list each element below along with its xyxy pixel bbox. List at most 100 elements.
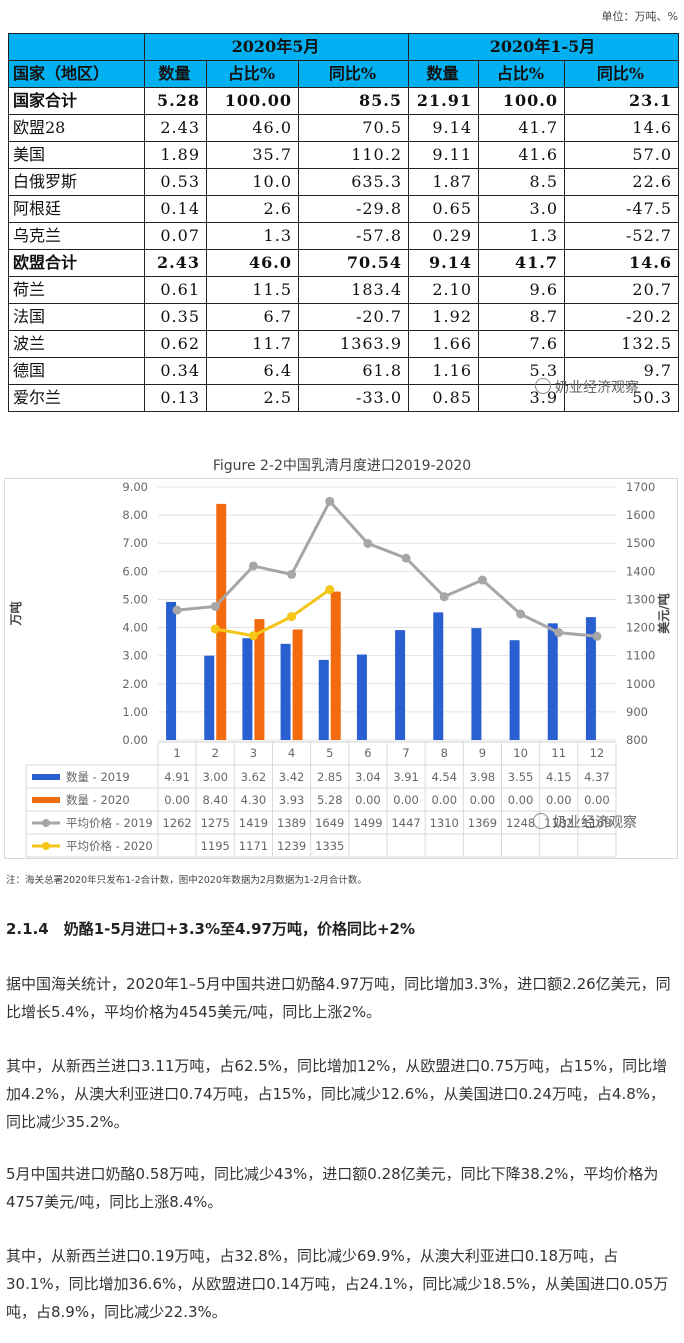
price-point bbox=[210, 601, 220, 611]
bar-2020 bbox=[216, 503, 227, 740]
x-tick-label: 3 bbox=[250, 746, 257, 760]
value-cell: 0.62 bbox=[144, 330, 207, 358]
country-cell: 波兰 bbox=[8, 330, 145, 358]
value-cell: 50.3 bbox=[563, 384, 680, 412]
value-cell: 61.8 bbox=[298, 357, 409, 385]
value-cell: -52.7 bbox=[563, 222, 680, 250]
col-header-share-ytd: 占比% bbox=[478, 60, 565, 88]
country-cell: 白俄罗斯 bbox=[8, 168, 145, 196]
table-row: 欧盟28 2.43 46.0 70.5 9.14 41.7 14.6 bbox=[8, 114, 680, 142]
y-tick-label: 8.00 bbox=[122, 508, 148, 522]
table-group-header-row: 2020年5月 2020年1-5月 bbox=[8, 33, 680, 61]
watermark-logo-icon bbox=[533, 813, 549, 829]
value-cell: 9.6 bbox=[478, 276, 565, 304]
value-cell: -29.8 bbox=[298, 195, 409, 223]
data-label: 1649 bbox=[315, 816, 344, 830]
y-tick-label: 2.00 bbox=[122, 677, 148, 691]
data-label: 1389 bbox=[277, 816, 306, 830]
legend-key-bar bbox=[32, 774, 60, 780]
value-cell: 41.6 bbox=[478, 141, 565, 169]
value-cell: 8.7 bbox=[478, 303, 565, 331]
y-tick-label: 5.00 bbox=[122, 592, 148, 606]
bar-2019 bbox=[395, 630, 406, 740]
x-tick-label: 11 bbox=[551, 746, 566, 760]
country-cell: 荷兰 bbox=[8, 276, 145, 304]
data-label: 1169 bbox=[582, 816, 611, 830]
value-cell: 9.14 bbox=[408, 249, 479, 277]
chart-frame bbox=[4, 478, 678, 859]
data-label: 1369 bbox=[468, 816, 497, 830]
price-point bbox=[554, 628, 564, 638]
value-cell: 41.7 bbox=[478, 249, 565, 277]
x-tick-label: 7 bbox=[402, 746, 409, 760]
value-cell: 7.6 bbox=[478, 330, 565, 358]
value-cell: -57.8 bbox=[298, 222, 409, 250]
y2-tick-label: 900 bbox=[626, 705, 648, 719]
value-cell: 21.91 bbox=[408, 87, 479, 115]
value-cell: 14.6 bbox=[563, 249, 680, 277]
data-label: 0.00 bbox=[470, 793, 496, 807]
whey-import-chart: 0.00 1.00 2.00 3.00 4.00 5.00 6.00 7.00 8.00 9.00… bbox=[4, 478, 678, 859]
y2-tick-label: 1600 bbox=[626, 508, 655, 522]
legend-key-bar bbox=[32, 797, 60, 803]
y-tick-label: 4.00 bbox=[122, 621, 148, 635]
value-cell: 23.1 bbox=[563, 87, 680, 115]
value-cell: 70.54 bbox=[298, 249, 409, 277]
table-row: 阿根廷 0.14 2.6 -29.8 0.65 3.0 -47.5 bbox=[8, 195, 680, 223]
legend-label: 平均价格 - 2020 bbox=[66, 839, 153, 853]
data-label: 3.62 bbox=[241, 770, 267, 784]
data-label: 4.30 bbox=[241, 793, 267, 807]
value-cell: 6.7 bbox=[206, 303, 299, 331]
chart-title: Figure 2-2中国乳清月度进口2019-2020 bbox=[212, 458, 472, 474]
data-label: 3.42 bbox=[279, 770, 305, 784]
data-label: 3.93 bbox=[279, 793, 305, 807]
value-cell: 635.3 bbox=[298, 168, 409, 196]
data-label: 1262 bbox=[162, 816, 191, 830]
value-cell: 41.7 bbox=[478, 114, 565, 142]
data-label: 1182 bbox=[544, 816, 573, 830]
value-cell: 1.3 bbox=[206, 222, 299, 250]
value-cell: 132.5 bbox=[563, 330, 680, 358]
value-cell: 11.7 bbox=[206, 330, 299, 358]
data-label: 1310 bbox=[430, 816, 459, 830]
value-cell: 35.7 bbox=[206, 141, 299, 169]
data-label: 1195 bbox=[201, 839, 230, 853]
country-cell: 德国 bbox=[8, 357, 145, 385]
country-cell: 美国 bbox=[8, 141, 145, 169]
legend-key-point bbox=[42, 842, 50, 850]
data-label: 4.15 bbox=[546, 770, 572, 784]
price-point bbox=[363, 539, 373, 549]
y2-axis-label: 美元/吨 bbox=[656, 593, 671, 633]
data-label: 0.00 bbox=[546, 793, 572, 807]
watermark-table: 奶业经济观察 bbox=[535, 377, 639, 397]
table-row: 国家合计 5.28 100.00 85.5 21.91 100.0 23.1 bbox=[8, 87, 680, 115]
price-point bbox=[325, 585, 335, 595]
section-heading: 2.1.4 奶酪1-5月进口+3.3%至4.97万吨，价格同比+2% bbox=[6, 920, 416, 938]
data-label: 1171 bbox=[239, 839, 268, 853]
group-header-jan-may: 2020年1-5月 bbox=[407, 33, 680, 61]
value-cell: 8.5 bbox=[478, 168, 565, 196]
price-point bbox=[325, 496, 335, 506]
y-tick-label: 9.00 bbox=[122, 480, 148, 494]
data-label: 0.00 bbox=[393, 793, 419, 807]
value-cell: 2.10 bbox=[408, 276, 479, 304]
x-tick-label: 4 bbox=[288, 746, 295, 760]
price-point bbox=[248, 561, 258, 571]
y2-tick-label: 1100 bbox=[626, 649, 655, 663]
price-point bbox=[248, 631, 258, 641]
x-tick-label: 6 bbox=[364, 746, 371, 760]
bar-2019 bbox=[280, 643, 291, 740]
data-label: 1499 bbox=[353, 816, 382, 830]
data-label: 3.55 bbox=[508, 770, 534, 784]
value-cell: 46.0 bbox=[206, 114, 299, 142]
table-row: 乌克兰 0.07 1.3 -57.8 0.29 1.3 -52.7 bbox=[8, 222, 680, 250]
value-cell: 0.07 bbox=[144, 222, 207, 250]
data-label: 8.40 bbox=[202, 793, 228, 807]
bar-2019 bbox=[509, 640, 520, 740]
value-cell: 9.11 bbox=[408, 141, 479, 169]
bar-2019 bbox=[318, 659, 329, 740]
value-cell: 57.0 bbox=[563, 141, 680, 169]
data-label: 4.54 bbox=[431, 770, 457, 784]
value-cell: 20.7 bbox=[563, 276, 680, 304]
country-cell: 乌克兰 bbox=[8, 222, 145, 250]
